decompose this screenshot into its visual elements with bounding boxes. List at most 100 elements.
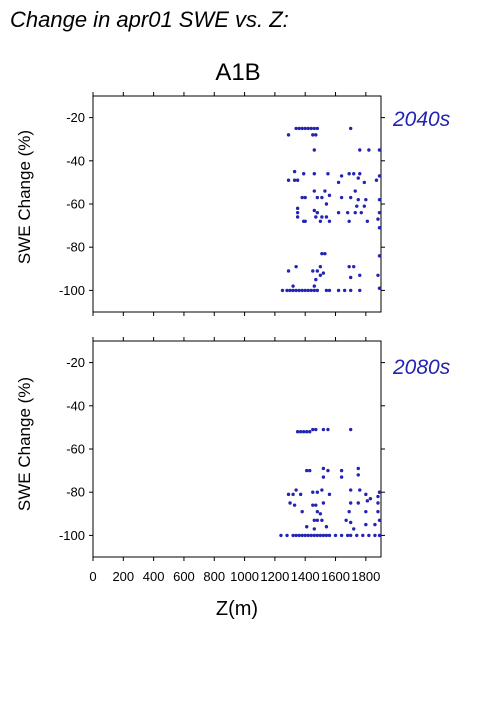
data-point — [294, 264, 298, 269]
data-point — [376, 501, 380, 505]
x-tick-label: 0 — [89, 569, 96, 584]
data-point — [352, 264, 356, 269]
data-point — [377, 197, 382, 202]
data-point — [305, 430, 309, 434]
data-point — [315, 269, 320, 273]
data-point — [309, 126, 313, 131]
data-point — [347, 219, 351, 223]
data-point — [376, 494, 380, 499]
data-point — [309, 288, 313, 293]
data-point — [318, 264, 323, 269]
data-point — [291, 284, 295, 288]
data-point — [348, 427, 353, 432]
data-point — [314, 427, 318, 432]
data-point — [327, 219, 332, 223]
data-point — [376, 273, 380, 277]
data-point — [286, 133, 291, 137]
data-point — [377, 226, 382, 230]
data-point — [321, 533, 326, 538]
data-point — [292, 503, 297, 507]
data-point — [312, 288, 317, 293]
data-point — [305, 468, 309, 473]
x-tick-label: 1000 — [230, 569, 259, 584]
data-point — [297, 533, 301, 538]
data-point — [286, 269, 291, 273]
data-point — [288, 501, 292, 505]
y-axis-label-2040s: SWE Change (%) — [15, 130, 34, 264]
data-point — [300, 509, 304, 514]
x-tick-label: 600 — [173, 569, 195, 584]
plot-frame-2080s — [92, 340, 382, 558]
data-point — [324, 202, 329, 206]
points-2040s — [280, 126, 382, 293]
data-point — [311, 490, 315, 494]
data-point — [318, 219, 323, 223]
data-point — [318, 273, 323, 277]
data-point — [377, 254, 382, 258]
data-point — [291, 492, 295, 497]
data-point — [327, 193, 332, 198]
data-point — [320, 518, 324, 522]
y-tick-label: -100 — [59, 283, 85, 298]
data-point — [300, 533, 304, 538]
data-point — [358, 172, 362, 176]
data-point — [297, 288, 301, 293]
data-point — [327, 533, 332, 538]
data-point — [295, 430, 300, 434]
y-ticks-2080s: -20 -40 -60 -80 -100 — [59, 355, 385, 543]
data-point — [318, 533, 323, 538]
data-point — [321, 271, 326, 275]
data-point — [327, 492, 332, 497]
data-point — [288, 288, 292, 293]
data-point — [314, 503, 318, 507]
data-point — [291, 533, 295, 538]
y-tick-label: -80 — [66, 240, 85, 255]
data-point — [312, 148, 317, 152]
data-point — [292, 169, 297, 174]
data-point — [314, 277, 318, 282]
data-point — [312, 172, 317, 176]
data-point — [303, 195, 307, 200]
data-point — [315, 509, 320, 514]
data-point — [285, 288, 289, 293]
data-point — [300, 195, 304, 200]
data-point — [339, 468, 344, 473]
data-point — [339, 475, 344, 479]
data-point — [356, 501, 360, 505]
data-point — [297, 126, 301, 131]
data-point — [324, 215, 329, 219]
x-tick-label: 1800 — [351, 569, 380, 584]
x-tick-labels: 0 200 400 600 800 1000 1200 1400 1600 1800 — [89, 569, 380, 584]
data-point — [320, 195, 324, 200]
data-point — [321, 501, 326, 505]
panel-2080s: -20 -40 -60 -80 -100 SWE Change (%) 2080s — [15, 337, 451, 561]
data-point — [309, 533, 313, 538]
data-point — [362, 180, 367, 185]
data-point — [348, 275, 353, 280]
data-point — [376, 509, 380, 514]
data-point — [358, 488, 362, 492]
x-tick-label: 400 — [143, 569, 165, 584]
data-point — [318, 512, 323, 516]
data-point — [320, 488, 324, 492]
data-point — [303, 533, 307, 538]
data-point — [353, 210, 357, 215]
data-point — [320, 215, 324, 219]
data-point — [348, 126, 353, 131]
data-point — [364, 197, 368, 202]
data-point — [300, 126, 304, 131]
data-point — [365, 219, 370, 223]
figure-suptitle: Change in apr01 SWE vs. Z: — [10, 7, 289, 32]
data-point — [339, 533, 344, 538]
data-point — [326, 468, 330, 473]
y-tick-label: -80 — [66, 485, 85, 500]
data-point — [294, 533, 298, 538]
data-point — [324, 525, 329, 529]
data-point — [295, 206, 300, 211]
y-ticks-2040s: -20 -40 -60 -80 -100 — [59, 110, 385, 298]
period-label-2080s: 2080s — [392, 356, 451, 379]
data-point — [342, 288, 347, 293]
data-point — [348, 288, 353, 293]
data-point — [324, 288, 329, 293]
